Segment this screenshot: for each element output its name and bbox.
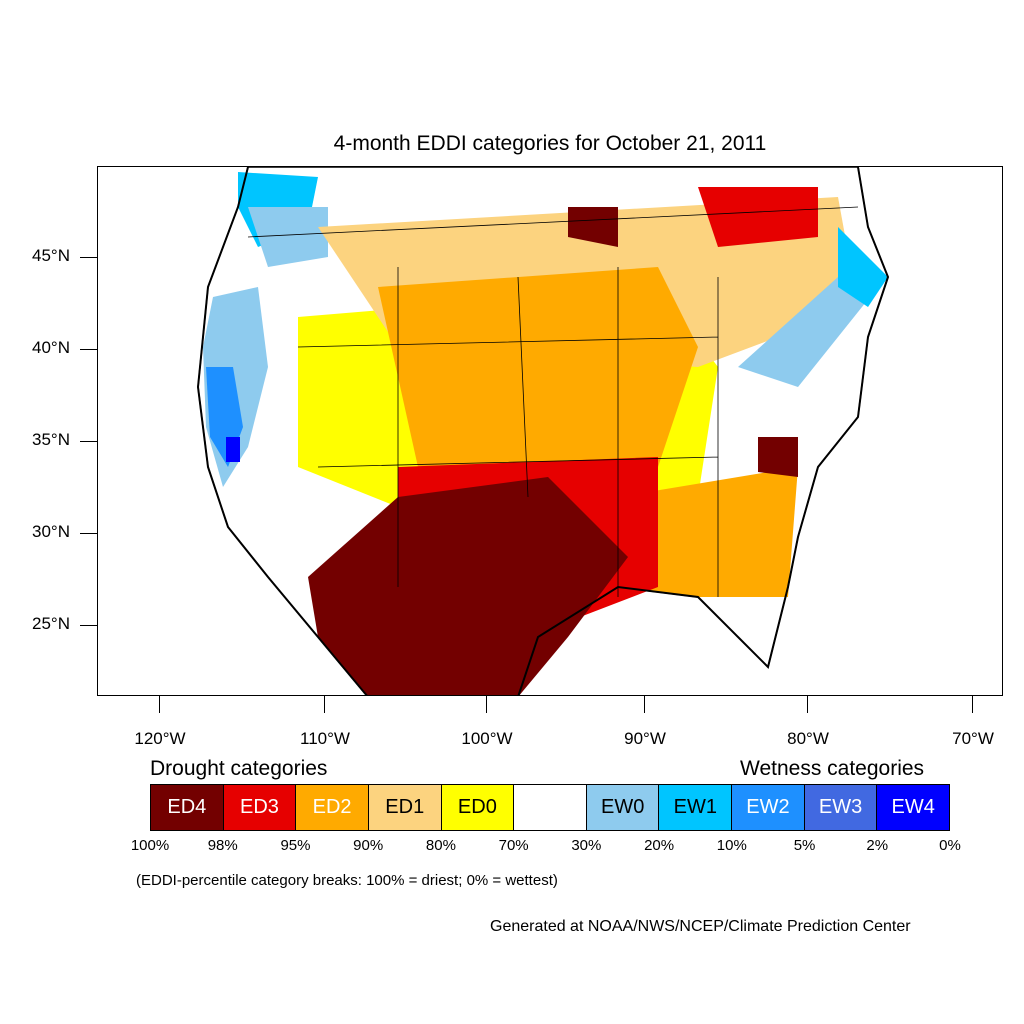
- legend-cell-ed1: ED1: [368, 785, 442, 830]
- legend-cell-ed0: ED0: [441, 785, 515, 830]
- region-ed4-carolinas: [758, 437, 798, 477]
- lat-label-25: 25°N: [32, 614, 70, 633]
- lat-tick-25: [80, 625, 97, 626]
- lon-label-100: 100°W: [461, 729, 513, 748]
- legend-cell-ew0: EW0: [586, 785, 660, 830]
- legend-break-label: 90%: [353, 837, 384, 854]
- legend-break-label: 5%: [793, 837, 816, 854]
- map-title: 4-month EDDI categories for October 21, …: [333, 132, 767, 155]
- region-ew0-northwest: [248, 207, 328, 267]
- region-ew4-california: [226, 437, 240, 462]
- legend-break-label: 98%: [207, 837, 238, 854]
- lat-tick-45: [80, 257, 97, 258]
- legend-cell-ed3: ED3: [223, 785, 297, 830]
- legend-break-label: 80%: [425, 837, 456, 854]
- eddi-map: [196, 167, 890, 695]
- credit-line: Generated at NOAA/NWS/NCEP/Climate Predi…: [490, 918, 911, 935]
- legend-break-label: 100%: [130, 837, 170, 854]
- lon-label-110: 110°W: [300, 729, 350, 748]
- lon-label-70: 70°W: [952, 729, 994, 748]
- legend-break-label: 0%: [939, 837, 961, 854]
- lat-label-45: 45°N: [32, 246, 70, 265]
- category-note: (EDDI-percentile category breaks: 100% =…: [136, 872, 558, 889]
- lon-tick-120: [159, 696, 160, 713]
- region-ed2-southeast: [618, 467, 798, 597]
- legend-cell-ew3: EW3: [804, 785, 878, 830]
- lon-tick-90: [644, 696, 645, 713]
- lon-tick-70: [972, 696, 973, 713]
- lon-tick-100: [486, 696, 487, 713]
- legend-wetness-title: Wetness categories: [740, 757, 925, 780]
- lon-label-120: 120°W: [134, 729, 186, 748]
- lat-label-40: 40°N: [32, 338, 70, 357]
- region-ed4-great-lakes: [568, 207, 618, 247]
- lon-label-90: 90°W: [624, 729, 666, 748]
- legend-cell-ew1: EW1: [659, 785, 733, 830]
- coastline: [196, 167, 890, 695]
- legend-cell-ed4: ED4: [151, 785, 224, 830]
- lat-tick-30: [80, 533, 97, 534]
- legend-break-label: 2%: [866, 837, 889, 854]
- lon-label-80: 80°W: [787, 729, 829, 748]
- legend-cell-ed2: ED2: [296, 785, 369, 830]
- state-borders: [247, 206, 859, 597]
- legend-bar: ED4 ED3 ED2 ED1 ED0 EW0 EW1 EW2 EW3 EW4: [150, 784, 950, 831]
- legend-cell-neutral: [514, 785, 587, 830]
- lat-tick-35: [80, 441, 97, 442]
- lat-label-30: 30°N: [32, 522, 70, 541]
- legend-break-label: 95%: [280, 837, 311, 854]
- legend-drought-title: Drought categories: [150, 757, 328, 780]
- region-ed4-texas: [308, 477, 628, 695]
- legend-break-label: 20%: [644, 837, 675, 854]
- legend-break-label: 70%: [498, 837, 529, 854]
- legend-break-label: 10%: [716, 837, 747, 854]
- lat-tick-40: [80, 349, 97, 350]
- region-ed2-central: [378, 267, 698, 467]
- legend-cell-ew4: EW4: [877, 785, 950, 830]
- region-ew1-northeast: [838, 227, 888, 307]
- lon-tick-110: [324, 696, 325, 713]
- region-ed3-north: [698, 187, 818, 247]
- legend-cell-ew2: EW2: [732, 785, 805, 830]
- lon-tick-80: [807, 696, 808, 713]
- map-frame: [97, 166, 1003, 696]
- region-ew0-northeast: [738, 277, 878, 387]
- legend-break-label: 30%: [571, 837, 602, 854]
- lat-label-35: 35°N: [32, 430, 70, 449]
